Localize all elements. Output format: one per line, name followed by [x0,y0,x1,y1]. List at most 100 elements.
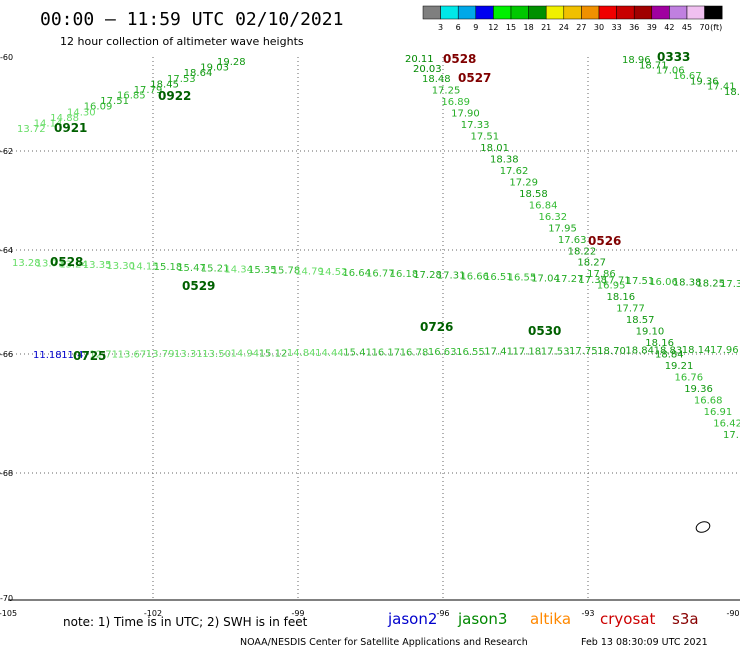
satellite-legend-item: jason2 [387,610,437,628]
colorbar-label: 36 [629,23,639,32]
swh-value: 13.50 [202,349,231,360]
swh-value: 15.35 [248,265,277,276]
colorbar-label: 33 [612,23,622,32]
swh-value: 14.84 [287,348,316,359]
longitude-label: -90 [726,609,739,618]
latitude-label: -60 [0,53,13,62]
swh-value: 14.79 [295,266,324,277]
swh-value: 18.01 [480,143,509,154]
satellite-tracks: 13.7214.1414.8814.3016.0917.5116.8517.79… [12,50,740,441]
satellite-legend-item: cryosat [600,610,655,628]
swh-value: 13.31 [174,349,203,360]
swh-value: 17.95 [548,223,577,234]
swh-value: 17.28 [413,270,442,281]
swh-value: 12.71 [89,350,118,361]
swh-value: 15.41 [343,348,372,359]
island-outline [695,521,711,533]
swh-value: 16.42 [713,419,740,430]
colorbar-swatch [686,5,705,20]
swh-value: 17.53 [541,346,570,357]
swh-value: 16.18 [390,269,419,280]
swh-value: 16.06 [649,277,678,288]
longitude-label: -93 [581,609,594,618]
swh-value: 18.38 [673,278,702,289]
colorbar-label: 15 [506,23,516,32]
swh-value: 17.75 [569,346,598,357]
latitude-label: -68 [0,469,13,478]
swh-value: 17.3 [720,279,740,290]
track-start-time: 0333 [657,50,690,64]
swh-value: 15.47 [177,263,206,274]
swh-value: 16.76 [675,373,704,384]
swh-value: 16.95 [597,281,626,292]
swh-value: 16.32 [539,212,568,223]
swh-value: 18.83 [654,345,683,356]
swh-value: 18.14 [682,345,711,356]
satellite-legend: jason2 jason3 altika cryosat s3a [387,610,699,628]
track-start-time: 0528 [443,52,476,66]
swh-value: 14.88 [50,113,79,124]
colorbar-label: 42 [664,23,674,32]
colorbar-swatch [563,5,582,20]
swh-value: 17.90 [451,109,480,120]
swh-value: 13.71 [36,259,65,270]
swh-value: 17.04 [531,273,560,284]
swh-value: 15.21 [201,264,230,275]
swh-value: 13.35 [83,260,112,271]
swh-value: 13.28 [12,258,41,269]
swh-value: 16.67 [673,71,702,82]
swh-value: 18.8 [724,87,740,98]
colorbar-label: 24 [559,23,569,32]
latitude-label: -62 [0,147,13,156]
units-note: note: 1) Time is in UTC; 2) SWH is in fe… [63,615,308,629]
colorbar-swatch [545,5,565,20]
swh-value: 17.79 [134,85,163,96]
colorbar-label: 39 [647,23,657,32]
colorbar-swatch [510,5,529,20]
swh-value: 16.55 [456,347,485,358]
swh-value: 18.27 [577,258,606,269]
track-start-time: 0921 [54,121,87,135]
swh-value: 13.24 [59,259,88,270]
swh-value: 16.17 [372,348,401,359]
colorbar-label: 9 [473,23,478,32]
swh-value: 11.18 [33,350,62,361]
swh-value: 15.18 [154,262,183,273]
swh-value: 17.31 [437,271,466,282]
swh-value: 17.77 [616,304,645,315]
colorbar-unit: (ft) [710,23,722,32]
colorbar-label: 27 [576,23,586,32]
swh-value: 17.38 [578,275,607,286]
colorbar-label: 18 [524,23,534,32]
swh-value: 19.36 [684,384,713,395]
swh-value: 18.58 [519,189,548,200]
swh-value: 17.25 [432,86,461,97]
colorbar-swatch [493,5,512,20]
swh-value: 16.68 [694,396,723,407]
track-start-time: 0528 [50,255,83,269]
swh-value: 19.21 [665,361,694,372]
swh-value: 18.84 [625,346,654,357]
colorbar-label: 21 [541,23,551,32]
swh-value: 16.91 [704,407,733,418]
latitude-label: -66 [0,350,13,359]
swh-value: 17.51 [471,131,500,142]
swh-value: 14.15 [130,262,159,273]
swh-value: 18.16 [607,292,636,303]
satellite-legend-item: jason3 [457,610,507,628]
swh-value: 18.71 [639,60,668,71]
track-start-time: 0922 [158,89,191,103]
colorbar-label: 45 [682,23,692,32]
swh-value: 19.10 [636,327,665,338]
swh-value: 16.78 [400,347,429,358]
swh-value: 16.66 [460,271,489,282]
colorbar-label: 70 [700,23,710,32]
swh-value: 17.96 [710,345,739,356]
colorbar-swatch [440,5,459,20]
longitude-label: -99 [291,609,304,618]
swh-value: 19.36 [690,76,719,87]
lat-lon-grid: -105 -102 -99 -96 -93 -90 -60 -62 -64 -66 -68 -70 [0,53,740,618]
swh-value: 14.52 [319,267,348,278]
swh-value: 17.06 [656,66,685,77]
swh-value: 16.09 [84,102,113,113]
